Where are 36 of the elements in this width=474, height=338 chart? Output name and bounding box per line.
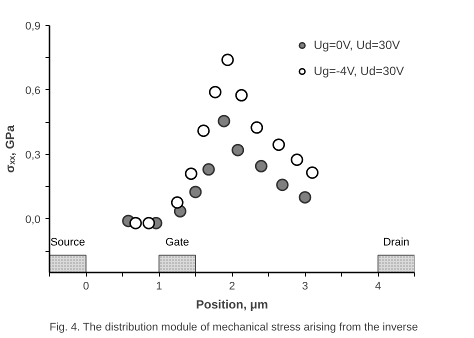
band-label: Drain xyxy=(383,236,410,248)
y-axis-title: σₓₓ, GPa xyxy=(3,124,18,173)
point xyxy=(250,121,264,134)
legend-label: Ug=0V, Ud=30V xyxy=(314,38,400,52)
band-label: Source xyxy=(50,236,86,248)
point xyxy=(202,163,215,176)
legend-label: Ug=-4V, Ud=30V xyxy=(314,64,404,78)
point xyxy=(142,216,156,230)
y-tick-label: 0,0 xyxy=(25,214,41,226)
x-tick-label: 4 xyxy=(374,280,382,292)
point xyxy=(197,124,210,137)
x-axis-title: Position, μm xyxy=(196,298,268,312)
x-tick-label: 1 xyxy=(156,280,162,292)
point xyxy=(232,144,244,156)
band-label: Gate xyxy=(165,236,190,248)
y-tick-label: 0,6 xyxy=(25,84,41,97)
x-tick-label: 0 xyxy=(82,280,90,292)
point xyxy=(218,114,230,128)
point xyxy=(276,178,289,192)
point xyxy=(306,166,319,179)
point xyxy=(129,216,142,230)
point xyxy=(298,191,312,204)
point xyxy=(254,160,268,172)
point xyxy=(235,89,248,102)
y-tick-label: 0,9 xyxy=(25,20,41,32)
x-tick-label: 2 xyxy=(228,280,236,292)
point xyxy=(171,196,184,209)
point xyxy=(221,54,234,66)
point xyxy=(184,167,198,180)
point xyxy=(290,154,304,166)
point xyxy=(208,86,222,98)
caption: Fig. 4. The distribution module of mechanical stress arising from the inverse xyxy=(50,322,418,334)
y-tick-label: 0,3 xyxy=(25,149,41,162)
x-tick-label: 3 xyxy=(302,280,308,292)
point xyxy=(272,138,285,151)
point xyxy=(189,186,202,198)
